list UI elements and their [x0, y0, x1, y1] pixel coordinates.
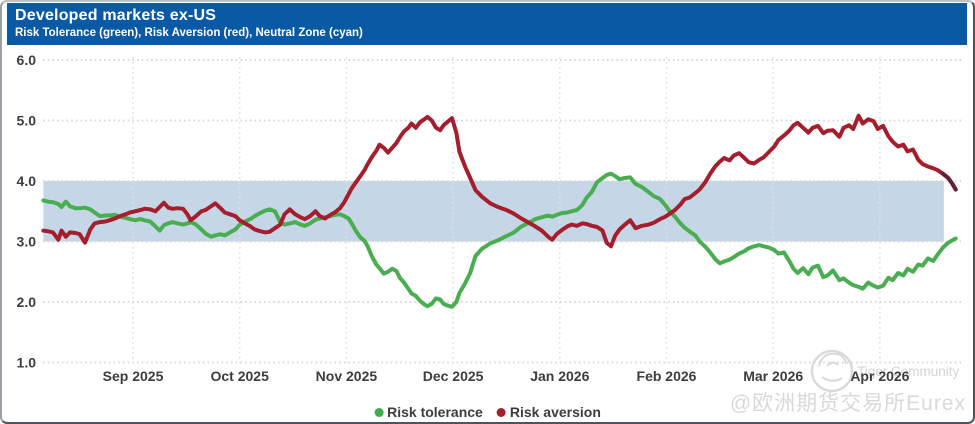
tiger-logo-icon	[810, 349, 854, 393]
chart-subtitle: Risk Tolerance (green), Risk Aversion (r…	[15, 27, 363, 39]
chart-header: Developed markets ex-US Risk Tolerance (…	[7, 3, 967, 45]
y-tick-label-1.0: 1.0	[17, 355, 37, 371]
legend-label-risk-tolerance: Risk tolerance	[387, 404, 483, 420]
y-tick-label-3.0: 3.0	[17, 234, 37, 250]
tiger-community-watermark: Tiger Community	[810, 349, 960, 393]
tiger-face-icon	[818, 352, 847, 382]
y-tick-label-2.0: 2.0	[17, 294, 37, 310]
watermark-handle-text: @欧洲期货交易所Eurex	[730, 392, 966, 415]
neutral-zone-band	[43, 181, 944, 242]
x-tick-label: Oct 2025	[211, 368, 270, 384]
gridlines-layer	[43, 57, 962, 364]
watermark-community-text: Tiger Community	[857, 364, 960, 379]
x-tick-label: Mar 2026	[743, 368, 803, 384]
x-tick-label: Apr 2026	[850, 368, 909, 384]
series-layer	[41, 113, 958, 309]
legend-label-risk-aversion: Risk aversion	[509, 404, 601, 420]
x-tick-label: Sep 2025	[103, 368, 164, 384]
x-tick-label: Nov 2025	[316, 368, 378, 384]
legend-item-risk-tolerance: Risk tolerance	[374, 404, 483, 420]
risk-tolerance-dot-icon	[374, 407, 384, 417]
axis-labels-layer: 6.0 5.0 4.0 3.0 2.0 1.0 Sep 2025 Oct 2025 Nov 20…	[17, 52, 910, 384]
y-tick-label-5.0: 5.0	[17, 113, 37, 129]
series-latest-segment	[940, 171, 958, 192]
y-tick-label-4.0: 4.0	[17, 173, 37, 189]
y-tick-label-6.0: 6.0	[17, 52, 37, 68]
page-title: Developed markets ex-US	[15, 7, 217, 24]
legend-item-risk-aversion: Risk aversion	[496, 404, 601, 420]
risk-aversion-dot-icon	[496, 407, 506, 417]
x-tick-label: Feb 2026	[637, 368, 697, 384]
neutral-zone-layer	[43, 181, 944, 242]
series-line-risk-aversion	[41, 113, 958, 249]
chart-legend: Risk tolerance Risk aversion	[374, 404, 601, 420]
x-tick-label: Jan 2026	[530, 368, 589, 384]
x-tick-label: Dec 2025	[423, 368, 484, 384]
